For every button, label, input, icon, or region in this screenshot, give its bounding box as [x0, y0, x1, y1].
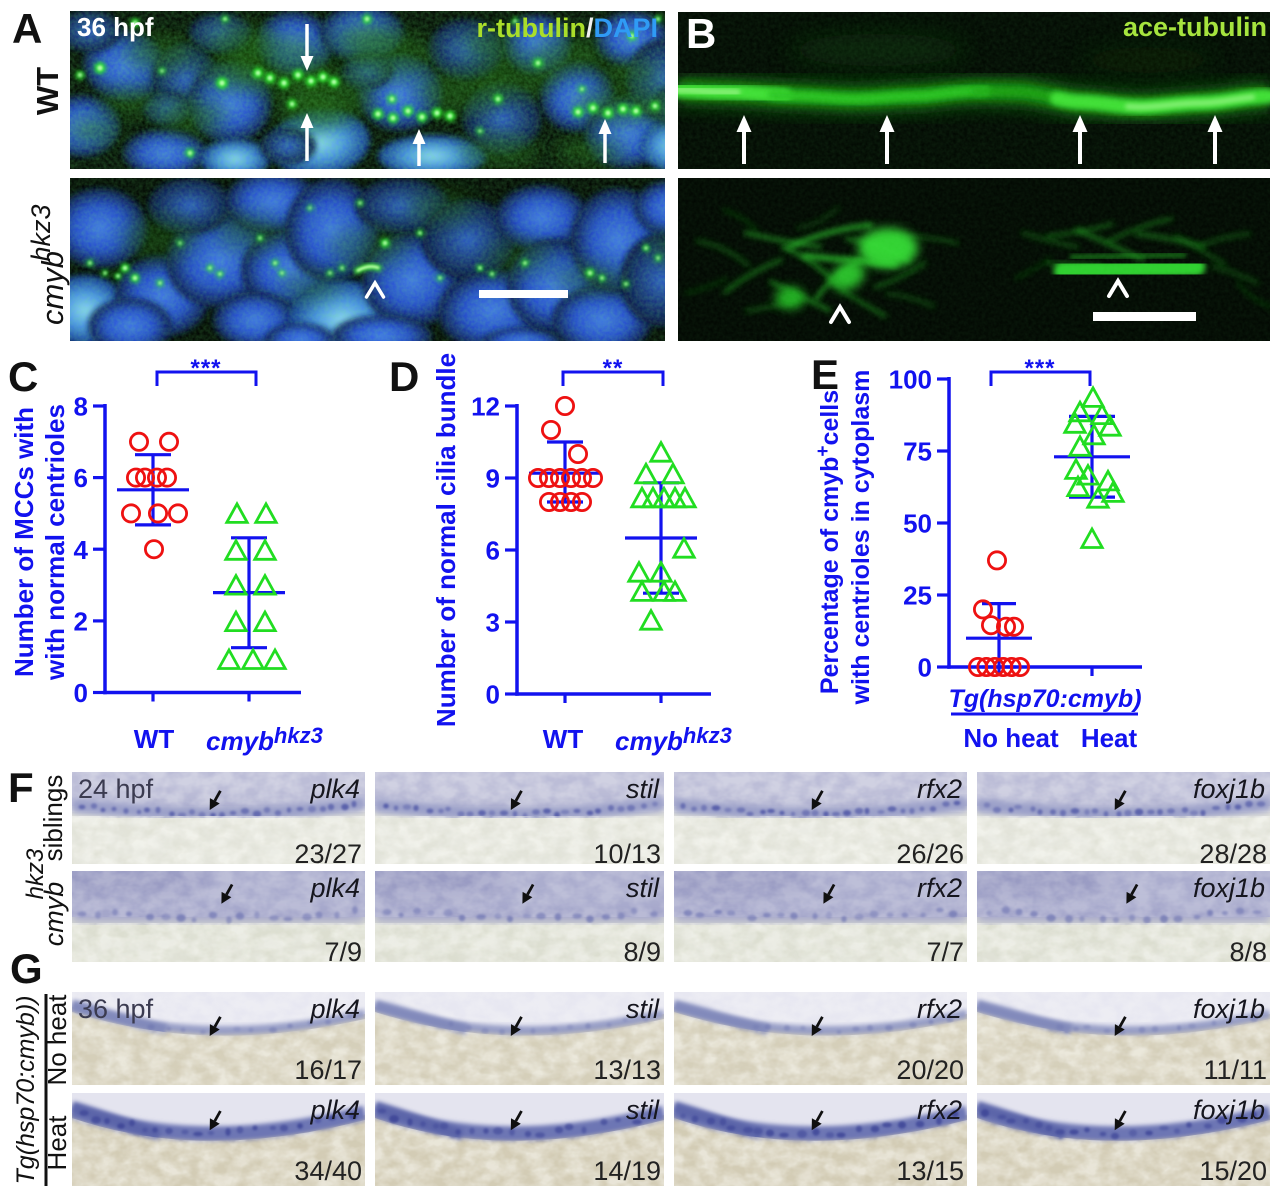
svg-text:Tg(hsp70:cmyb): Tg(hsp70:cmyb) — [948, 685, 1141, 713]
svg-text:9: 9 — [486, 464, 500, 494]
svg-text:foxj1b: foxj1b — [1193, 994, 1265, 1024]
svg-text:stil: stil — [626, 873, 660, 903]
svg-text:Number of normal cilia bundle: Number of normal cilia bundle — [431, 353, 461, 727]
svg-text:rfx2: rfx2 — [917, 774, 962, 804]
svg-text:WT: WT — [30, 67, 65, 115]
svg-text:foxj1b: foxj1b — [1193, 873, 1265, 903]
svg-text:8: 8 — [74, 392, 88, 422]
svg-text:hkz3: hkz3 — [22, 848, 49, 899]
svg-text:foxj1b: foxj1b — [1193, 1095, 1265, 1125]
svg-text:Heat: Heat — [1081, 723, 1138, 753]
svg-text:10/13: 10/13 — [593, 839, 661, 869]
svg-text:E: E — [811, 351, 839, 398]
svg-text:11/11: 11/11 — [1203, 1055, 1267, 1085]
svg-text:plk4: plk4 — [309, 994, 360, 1024]
svg-text:20/20: 20/20 — [896, 1055, 964, 1085]
svg-text:8/8: 8/8 — [1229, 937, 1267, 967]
svg-text:D: D — [389, 353, 419, 400]
svg-text:13/13: 13/13 — [593, 1055, 661, 1085]
svg-text:12: 12 — [471, 392, 500, 422]
svg-text:plk4: plk4 — [309, 873, 360, 903]
svg-text:B: B — [686, 10, 716, 57]
svg-text:Heat: Heat — [42, 1115, 72, 1171]
svg-text:36 hpf: 36 hpf — [78, 994, 154, 1024]
svg-text:34/40: 34/40 — [294, 1156, 362, 1186]
svg-text:rfx2: rfx2 — [917, 994, 962, 1024]
svg-text:6: 6 — [486, 536, 500, 566]
svg-text:A: A — [12, 5, 42, 52]
svg-text:No heat: No heat — [963, 723, 1059, 753]
svg-text:**: ** — [603, 355, 624, 382]
svg-text:3: 3 — [486, 608, 500, 638]
svg-text:cmybhkz3: cmybhkz3 — [615, 723, 732, 756]
svg-text:15/20: 15/20 — [1199, 1156, 1267, 1186]
svg-text:75: 75 — [903, 437, 932, 467]
svg-text:Number of MCCs with: Number of MCCs with — [9, 407, 39, 677]
svg-text:stil: stil — [626, 1095, 660, 1125]
svg-text:stil: stil — [626, 774, 660, 804]
svg-text:36 hpf: 36 hpf — [77, 12, 154, 42]
svg-text:r-tubulin/DAPI: r-tubulin/DAPI — [477, 13, 659, 43]
svg-text:Percentage of cmyb+cells: Percentage of cmyb+cells — [813, 390, 844, 694]
svg-text:24 hpf: 24 hpf — [78, 774, 154, 804]
svg-text:7/7: 7/7 — [926, 937, 964, 967]
svg-text:C: C — [8, 353, 38, 400]
svg-text:WT: WT — [543, 724, 584, 754]
svg-text:***: *** — [1024, 355, 1055, 382]
svg-text:ace-tubulin: ace-tubulin — [1123, 12, 1267, 42]
svg-text:G: G — [10, 945, 43, 992]
svg-text:with centrioles in cytoplasm: with centrioles in cytoplasm — [847, 370, 875, 706]
svg-text:13/15: 13/15 — [896, 1156, 964, 1186]
svg-text:25: 25 — [903, 581, 932, 611]
svg-text:100: 100 — [889, 365, 932, 395]
svg-text:26/26: 26/26 — [896, 839, 964, 869]
svg-text:4: 4 — [74, 535, 89, 565]
svg-text:Tg(hsp70:cmyb)): Tg(hsp70:cmyb)) — [12, 996, 40, 1185]
svg-text:28/28: 28/28 — [1199, 839, 1267, 869]
svg-text:foxj1b: foxj1b — [1193, 774, 1265, 804]
svg-text:plk4: plk4 — [309, 774, 360, 804]
svg-text:14/19: 14/19 — [593, 1156, 661, 1186]
svg-text:7/9: 7/9 — [324, 937, 362, 967]
svg-text:plk4: plk4 — [309, 1095, 360, 1125]
svg-text:F: F — [8, 764, 34, 811]
svg-text:hkz3: hkz3 — [26, 204, 56, 261]
svg-text:8/9: 8/9 — [623, 937, 661, 967]
svg-text:WT: WT — [134, 724, 175, 754]
svg-text:50: 50 — [903, 509, 932, 539]
svg-text:rfx2: rfx2 — [917, 1095, 962, 1125]
svg-text:siblings: siblings — [38, 775, 68, 862]
svg-text:cmyb: cmyb — [39, 882, 69, 947]
svg-text:0: 0 — [486, 680, 500, 710]
svg-text:No heat: No heat — [42, 994, 72, 1086]
svg-text:2: 2 — [74, 606, 88, 636]
svg-text:0: 0 — [74, 678, 88, 708]
svg-text:stil: stil — [626, 994, 660, 1024]
svg-text:16/17: 16/17 — [294, 1055, 362, 1085]
svg-text:0: 0 — [918, 653, 932, 683]
svg-text:cmybhkz3: cmybhkz3 — [206, 723, 323, 756]
svg-text:rfx2: rfx2 — [917, 873, 962, 903]
svg-text:***: *** — [190, 355, 221, 382]
svg-text:with normal centrioles: with normal centrioles — [40, 404, 70, 681]
svg-text:23/27: 23/27 — [294, 839, 362, 869]
svg-text:6: 6 — [74, 463, 88, 493]
svg-text:cmyb: cmyb — [35, 251, 70, 325]
